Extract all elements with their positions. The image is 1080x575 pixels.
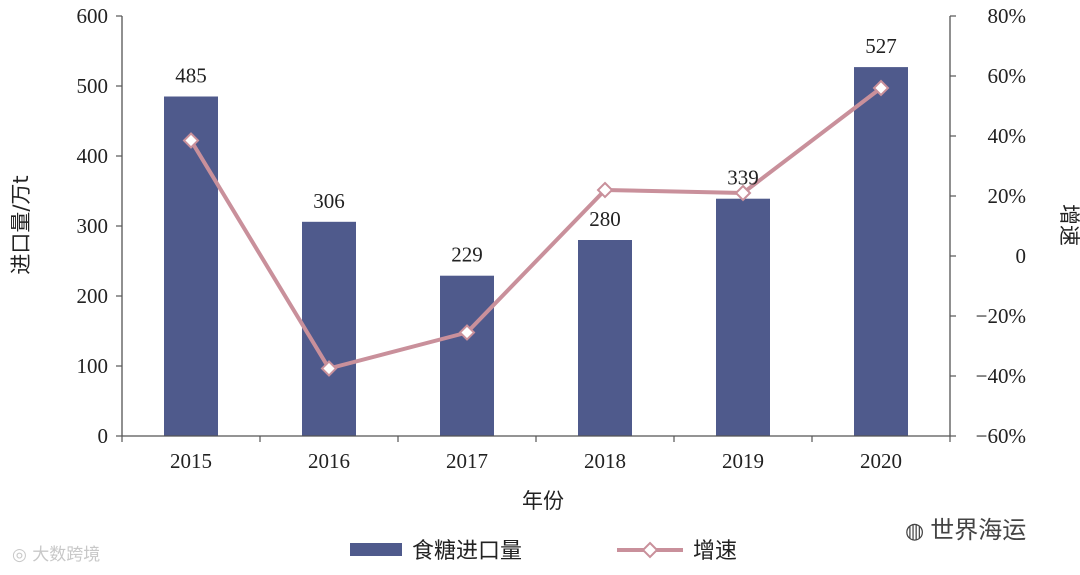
growth-point-2018 [596,181,614,199]
y-tick-label: 400 [77,144,109,168]
y-tick-label: 200 [77,284,109,308]
legend-bar-swatch [350,543,402,556]
legend-bar-label: 食糖进口量 [412,539,522,564]
y-tick-label: 0 [98,424,109,448]
axes-layer: 0 100 200 300 400 500 600 −60% −40% −20% 0 20% 40% 60… [77,4,1027,473]
y2-tick-label: −60% [976,424,1026,448]
bar-2018 [578,240,632,436]
y2-tick-label: −40% [976,364,1026,388]
growth-point-2015 [182,132,200,149]
watermark-right-text: 世界海运 [930,516,1027,544]
line-layer [182,79,890,377]
y2-tick-label: −20% [976,304,1026,328]
x-axis-title: 年份 [522,489,564,513]
x-tick-label: 2018 [584,449,626,473]
y2-tick-label: 0 [1016,244,1027,268]
growth-line [189,86,883,371]
x-tick-label: 2020 [860,449,902,473]
bar-value-label: 229 [451,243,483,267]
bar-value-label: 306 [313,189,345,213]
y2-tick-label: 80% [988,4,1027,28]
bars-layer [164,67,908,436]
y2-tick-label: 60% [988,64,1027,88]
watermark-right: ◍ 世界海运 [905,510,1026,545]
y2-tick-label: 40% [988,124,1027,148]
y2-axis-title: 增速 [1057,204,1080,246]
legend-line-label: 增速 [693,539,737,564]
y-tick-label: 100 [77,354,109,378]
bar-value-label: 339 [727,166,759,190]
watermark-left-text: 大数跨境 [32,545,101,565]
x-tick-label: 2016 [308,449,350,473]
x-tick-label: 2015 [170,449,212,473]
x-tick-label: 2019 [722,449,764,473]
y-axis-title: 进口量/万t [9,175,33,274]
growth-point-2020 [872,79,890,97]
labels-layer: 485 306 229 280 339 527 [175,34,897,267]
growth-point-2016 [320,360,338,377]
wechat-logo-icon: ◍ [905,519,925,544]
bar-value-label: 485 [175,64,207,88]
y-tick-label: 600 [77,4,109,28]
watermark-left: ◎ 大数跨境 [12,540,100,565]
legend: 食糖进口量 增速 [350,539,737,564]
bar-2016 [302,221,356,436]
y-tick-label: 500 [77,74,109,98]
bar-2017 [440,275,494,436]
weibo-logo-icon: ◎ [12,545,33,565]
growth-point-2019 [734,184,752,202]
y-tick-label: 300 [77,214,109,238]
bar-2015 [164,96,218,436]
legend-line-marker [641,541,659,559]
growth-point-2017 [458,324,476,341]
bar-value-label: 280 [589,207,621,231]
bar-2020 [854,67,908,436]
y2-tick-label: 20% [988,184,1027,208]
bar-value-label: 527 [865,34,897,58]
x-tick-label: 2017 [446,449,488,473]
bar-2019 [716,198,770,436]
